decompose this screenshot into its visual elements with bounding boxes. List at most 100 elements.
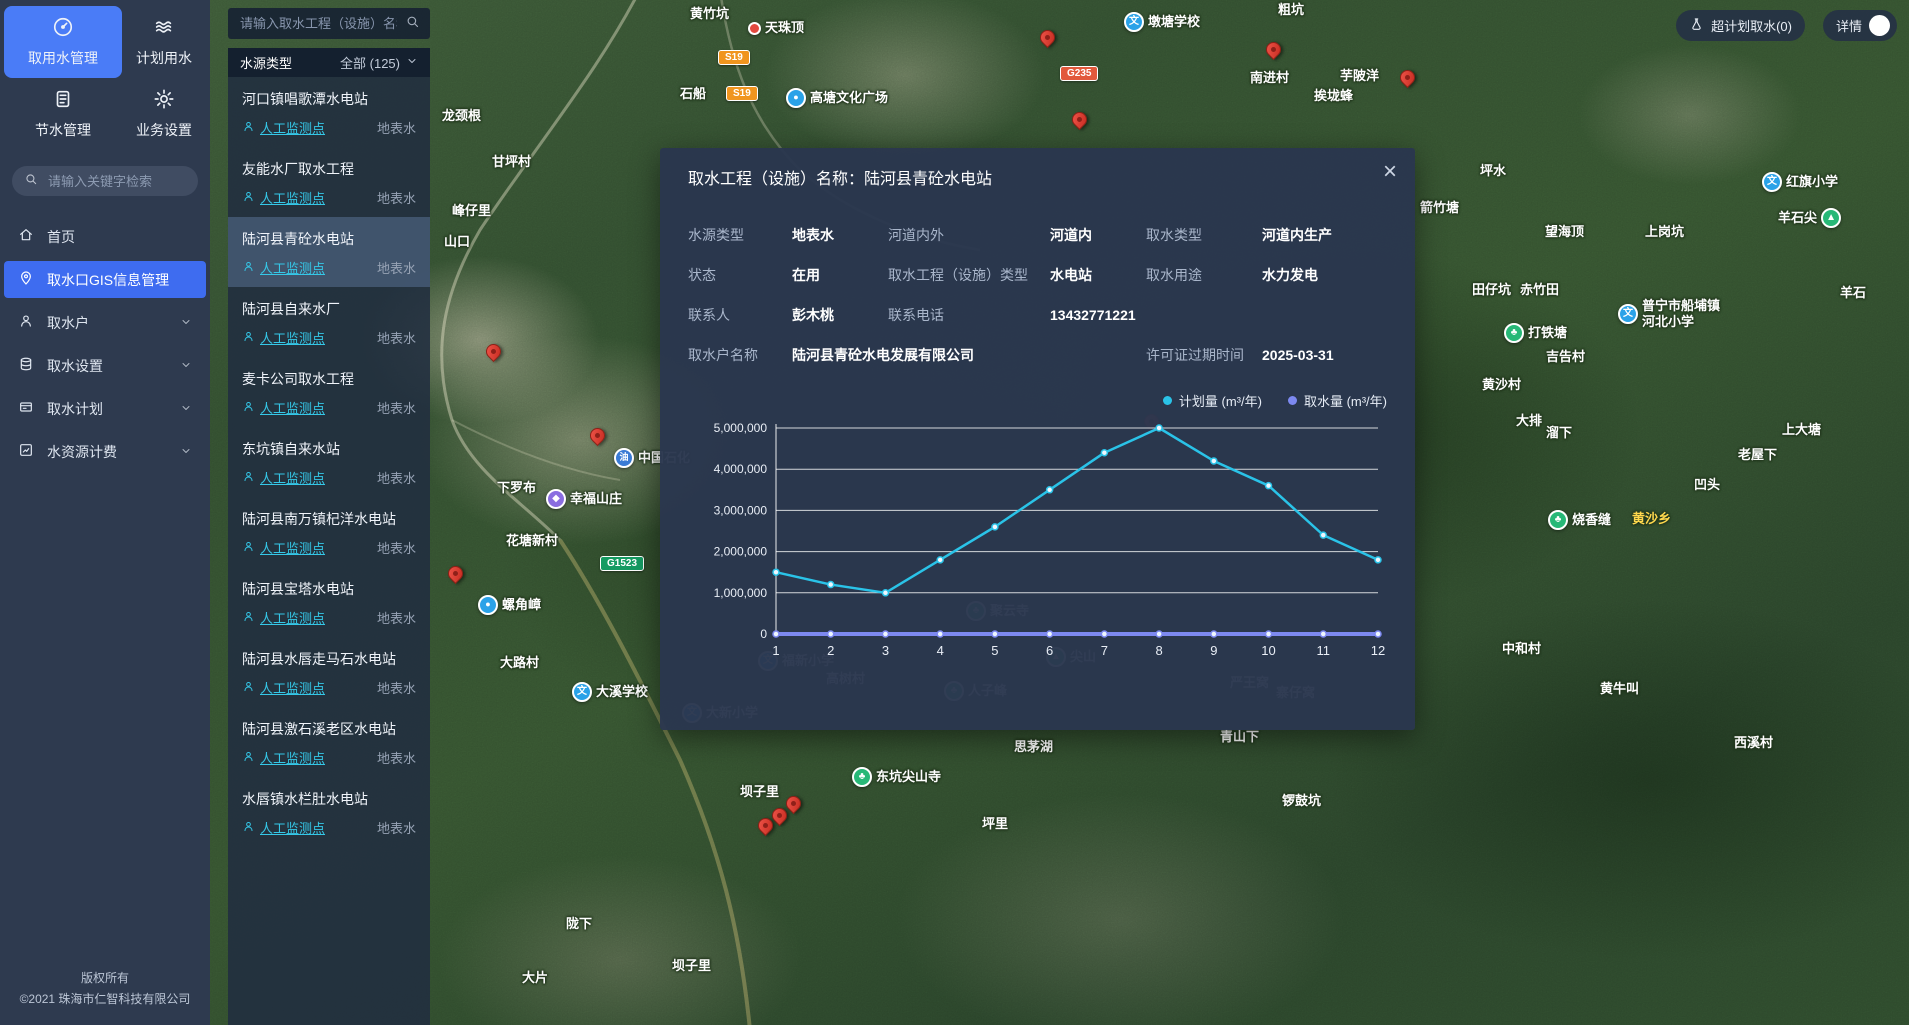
sidebar-item-pin[interactable]: 取水口GIS信息管理 [4,261,206,298]
svg-text:7: 7 [1101,643,1108,658]
field-value: 2025-03-31 [1262,347,1334,363]
map-label: 田仔坑 [1472,282,1512,297]
intake-name: 水唇镇水栏肚水电站 [242,791,368,807]
module-doc[interactable]: 节水管理 [4,78,122,150]
legend-dot-icon [1162,396,1172,405]
detail-toggle[interactable]: 详情 [1822,10,1897,41]
field-label: 取水用途 [1146,267,1202,283]
svg-text:12: 12 [1371,643,1385,658]
field-label: 水源类型 [688,227,744,243]
monitor-type-link[interactable]: 人工监测点 [260,471,326,486]
module-waves[interactable]: 计划用水 [122,6,206,78]
list-item[interactable]: 河口镇唱歌潭水电站 人工监测点 地表水 [228,77,430,147]
map-label: 坪里 [982,816,1009,831]
map-label: 赤竹田 [1520,282,1560,297]
chevron-down-icon [180,358,192,374]
field-label: 取水户名称 [688,347,758,363]
road-badge: S19 [726,86,758,101]
over-plan-intake-label: 超计划取水(0) [1711,19,1792,34]
mountain-poi-icon: ▲ [1821,208,1842,228]
intake-search-input[interactable] [238,15,399,32]
school-poi-icon: 文 [1124,12,1144,32]
legend-label: 取水量 (m³/年) [1303,394,1387,409]
tree-poi-icon: ♣ [1504,323,1524,343]
map-label: 挨垅蜂 [1314,88,1354,103]
monitor-type-link[interactable]: 人工监测点 [260,261,326,276]
svg-text:4: 4 [937,643,944,658]
list-item[interactable]: 陆河县宝塔水电站 人工监测点 地表水 [228,567,430,637]
map-label: ● 高塘文化广场 [786,88,888,108]
field-value: 水电站 [1050,267,1092,283]
sidebar-item-card[interactable]: 取水计划 [4,390,206,427]
monitor-type-link[interactable]: 人工监测点 [260,331,326,346]
intake-name: 陆河县宝塔水电站 [242,581,354,597]
water-source-type: 地表水 [376,261,416,276]
list-item[interactable]: 东坑镇自来水站 人工监测点 地表水 [228,427,430,497]
intake-detail-modal: 取水工程（设施）名称：陆河县青砼水电站 × 水源类型 地表水 河道内外 河道内 取水类型… [660,148,1415,730]
monitor-type-link[interactable]: 人工监测点 [260,751,326,766]
monitor-type-link[interactable]: 人工监测点 [260,821,326,836]
legend-item[interactable]: 取水量 (m³/年) [1287,391,1387,410]
list-item[interactable]: 麦卡公司取水工程 人工监测点 地表水 [228,357,430,427]
close-icon[interactable]: × [1382,158,1397,185]
monitor-type-link[interactable]: 人工监测点 [260,401,326,416]
intake-name: 陆河县南万镇杞洋水电站 [242,511,396,527]
person-icon [242,470,255,486]
module-compass[interactable]: 取用水管理 [4,6,122,78]
list-item[interactable]: 陆河县激石溪老区水电站 人工监测点 地表水 [228,707,430,777]
sidebar-item-home[interactable]: 首页 [4,218,206,255]
svg-text:11: 11 [1317,643,1331,658]
monitor-type-link[interactable]: 人工监测点 [260,121,326,136]
sidebar-search-input[interactable] [46,172,186,190]
sidebar-item-user[interactable]: 取水户 [4,304,206,341]
legend-item[interactable]: 计划量 (m³/年) [1162,391,1262,410]
field-value: 水力发电 [1262,267,1318,283]
intake-list-panel: 水源类型 全部 (125) 河口镇唱歌潭水电站 人工监测点 地表水 友能水厂取水… [228,0,430,1025]
map-label: 黄竹坑 [690,6,730,21]
blue-poi-icon: ● [478,595,498,615]
list-item[interactable]: 陆河县水唇走马石水电站 人工监测点 地表水 [228,637,430,707]
sidebar-item-db[interactable]: 取水设置 [4,347,206,384]
pin-icon [18,270,34,289]
list-item[interactable]: 友能水厂取水工程 人工监测点 地表水 [228,147,430,217]
monitor-type-link[interactable]: 人工监测点 [260,191,326,206]
blue-poi-icon: ● [786,88,806,108]
map-label: 黄沙乡 [1632,511,1672,526]
map-label: 粗坑 [1278,2,1305,17]
field-label: 状态 [688,267,716,283]
list-item[interactable]: 陆河县自来水厂 人工监测点 地表水 [228,287,430,357]
module-gear[interactable]: 业务设置 [122,78,206,150]
source-type-filter[interactable]: 水源类型 全部 (125) [228,48,430,77]
map-label: 文普宁市船埔镇 河北小学 [1618,298,1720,331]
person-icon [242,540,255,556]
intake-search[interactable] [228,8,430,39]
tree-poi-icon: ♣ [852,767,872,787]
school-poi-icon: 文 [1618,304,1638,325]
map-label: ● 螺角嶂 [478,595,541,615]
map-label: 下罗布 [497,480,537,495]
list-item[interactable]: 陆河县南万镇杞洋水电站 人工监测点 地表水 [228,497,430,567]
map-label: 文大溪学校 [572,682,648,702]
sidebar-item-chart[interactable]: 水资源计费 [4,433,206,470]
over-plan-intake-badge[interactable]: 超计划取水(0) [1676,10,1805,41]
chevron-down-icon [406,55,418,70]
svg-text:1: 1 [772,643,779,658]
monitor-type-link[interactable]: 人工监测点 [260,681,326,696]
sidebar-search[interactable] [12,166,198,196]
map-label: 龙颈根 [442,108,482,123]
gas-poi-icon: 油 [614,448,634,468]
svg-text:4,000,000: 4,000,000 [714,462,768,476]
map-label: 天珠顶 [748,20,804,36]
sidebar-item-label: 取水设置 [47,357,103,374]
road-badge: G235 [1060,66,1099,81]
monitor-type-link[interactable]: 人工监测点 [260,611,326,626]
list-item[interactable]: 陆河县青砼水电站 人工监测点 地表水 [228,217,430,287]
monitor-type-link[interactable]: 人工监测点 [260,541,326,556]
list-item[interactable]: 水唇镇水栏肚水电站 人工监测点 地表水 [228,777,430,847]
map-label: 芋陂洋 [1340,68,1380,83]
field-value: 彭木桃 [792,307,834,323]
filter-value[interactable]: 全部 (125) [340,56,400,71]
home-icon [18,227,34,246]
svg-text:0: 0 [760,627,767,641]
toggle-knob[interactable] [1869,15,1890,36]
